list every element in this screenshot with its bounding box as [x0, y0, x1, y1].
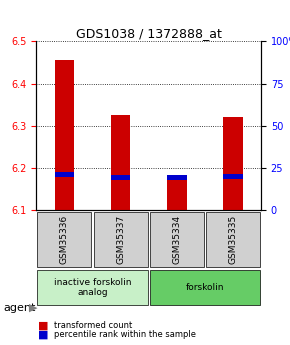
- FancyBboxPatch shape: [150, 270, 260, 305]
- Text: GSM35337: GSM35337: [116, 215, 125, 264]
- Bar: [111, 115, 130, 210]
- FancyBboxPatch shape: [150, 211, 204, 267]
- Text: agent: agent: [3, 303, 35, 313]
- Text: GSM35334: GSM35334: [172, 215, 181, 264]
- FancyBboxPatch shape: [94, 211, 148, 267]
- Text: ■: ■: [38, 321, 48, 330]
- Text: GSM35336: GSM35336: [60, 215, 69, 264]
- Text: forskolin: forskolin: [186, 283, 224, 292]
- Text: inactive forskolin
analog: inactive forskolin analog: [54, 278, 131, 297]
- Text: percentile rank within the sample: percentile rank within the sample: [54, 330, 196, 339]
- Bar: [223, 117, 243, 210]
- Bar: [55, 172, 74, 177]
- Text: GSM35335: GSM35335: [229, 215, 238, 264]
- Bar: [167, 175, 186, 180]
- Bar: [223, 174, 243, 179]
- Bar: [111, 175, 130, 180]
- Text: ▶: ▶: [29, 303, 37, 313]
- Text: ■: ■: [38, 330, 48, 339]
- Title: GDS1038 / 1372888_at: GDS1038 / 1372888_at: [76, 27, 222, 40]
- Bar: [167, 179, 186, 210]
- FancyBboxPatch shape: [37, 211, 91, 267]
- FancyBboxPatch shape: [206, 211, 260, 267]
- FancyBboxPatch shape: [37, 270, 148, 305]
- Bar: [55, 60, 74, 210]
- Text: transformed count: transformed count: [54, 321, 132, 330]
